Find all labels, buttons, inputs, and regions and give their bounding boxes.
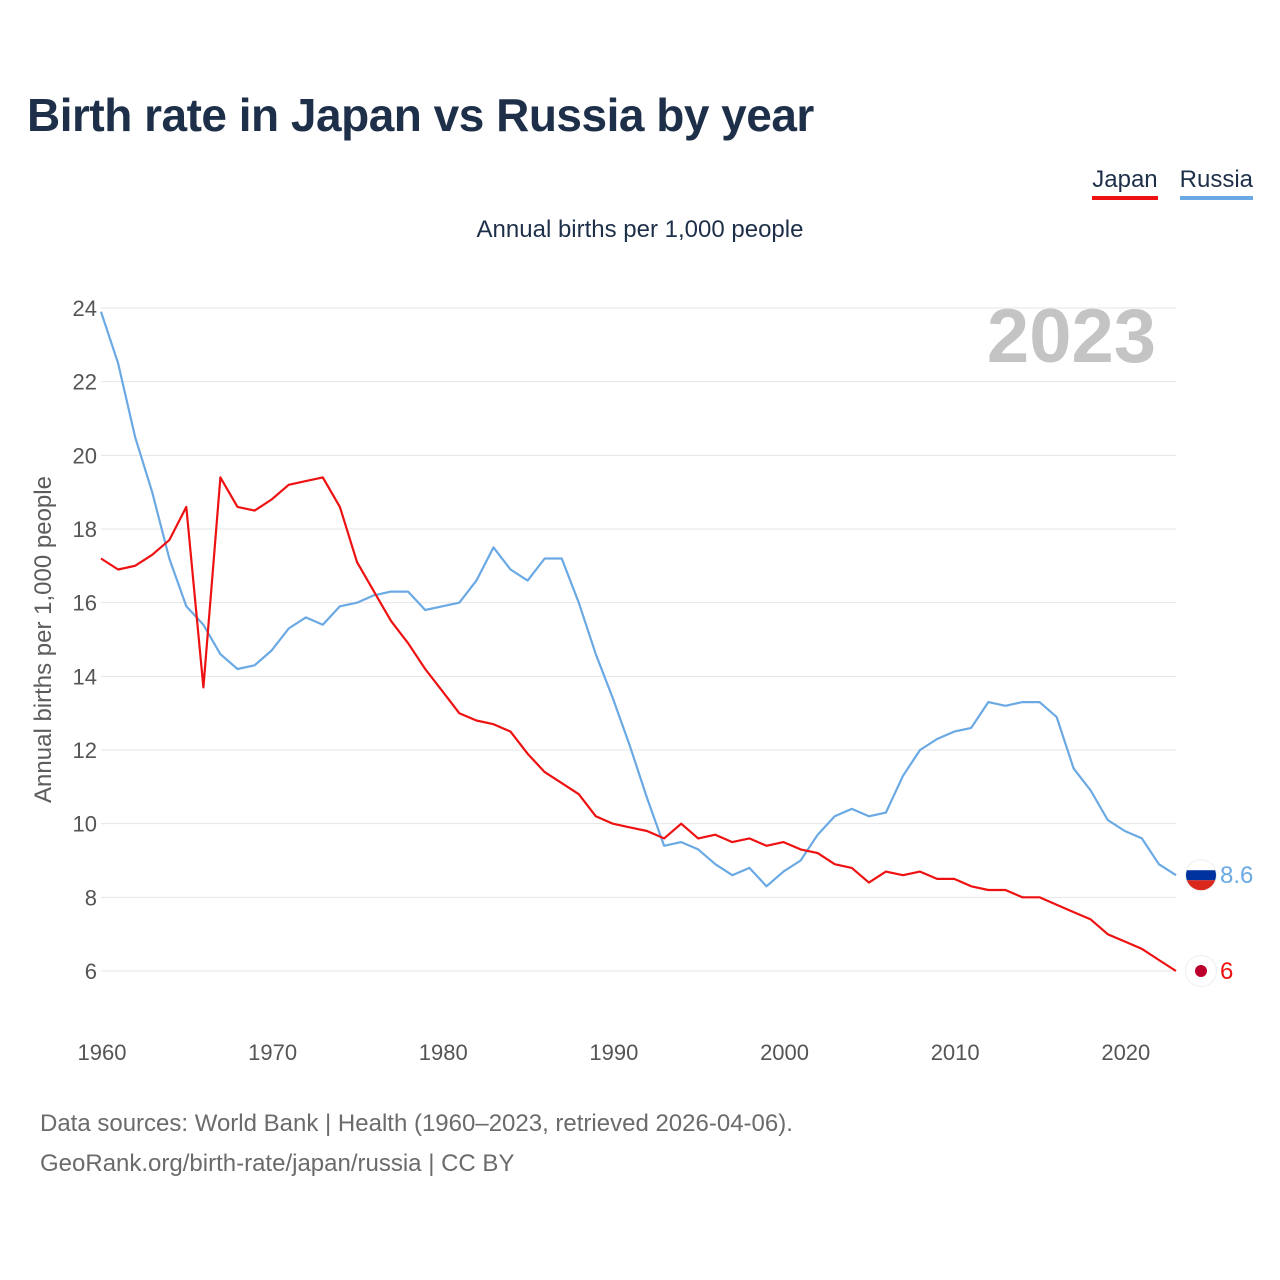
end-markers: 68.6 <box>1185 859 1253 987</box>
x-tick-1970: 1970 <box>248 1040 297 1065</box>
series-line-russia <box>99 311 1177 888</box>
credit-link[interactable]: GeoRank.org/birth-rate/japan/russia | CC… <box>40 1150 515 1177</box>
chart-subtitle: Annual births per 1,000 people <box>476 216 804 243</box>
y-tick-16: 16 <box>73 591 97 616</box>
y-tick-6: 6 <box>85 959 97 984</box>
line-chart: 6 8 10 12 14 16 18 20 22 24 1960 1970 1980 1990 2000 2… <box>30 294 1253 1065</box>
year-watermark: 2023 <box>987 294 1156 379</box>
x-tick-2010: 2010 <box>931 1040 980 1065</box>
gridlines <box>101 307 1176 972</box>
x-tick-1960: 1960 <box>78 1040 127 1065</box>
end-marker-japan: 6 <box>1185 955 1233 987</box>
y-tick-10: 10 <box>73 812 97 837</box>
x-tick-2020: 2020 <box>1101 1040 1150 1065</box>
y-tick-14: 14 <box>73 664 97 689</box>
end-label-japan: 6 <box>1220 958 1233 985</box>
end-label-russia: 8.6 <box>1220 862 1253 889</box>
y-tick-12: 12 <box>73 738 97 763</box>
chart-title: Birth rate in Japan vs Russia by year <box>27 89 814 141</box>
legend-item-russia[interactable]: Russia <box>1179 166 1253 200</box>
footer: Data sources: World Bank | Health (1960–… <box>40 1104 793 1184</box>
y-tick-20: 20 <box>73 443 97 468</box>
legend-item-japan[interactable]: Japan <box>1092 166 1158 200</box>
x-tick-1990: 1990 <box>589 1040 638 1065</box>
legend: Japan Russia <box>1092 166 1253 200</box>
y-tick-labels: 6 8 10 12 14 16 18 20 22 24 <box>73 296 97 984</box>
x-tick-2000: 2000 <box>760 1040 809 1065</box>
russia-flag-icon <box>1186 860 1216 891</box>
x-tick-labels: 1960 1970 1980 1990 2000 2010 2020 <box>78 1040 1151 1065</box>
y-tick-24: 24 <box>73 296 97 321</box>
y-axis-label: Annual births per 1,000 people <box>30 476 57 803</box>
y-tick-8: 8 <box>85 885 97 910</box>
series-line-japan <box>100 476 1177 972</box>
y-tick-18: 18 <box>73 517 97 542</box>
end-marker-russia: 8.6 <box>1185 859 1253 892</box>
data-sources: Data sources: World Bank | Health (1960–… <box>40 1110 793 1137</box>
x-tick-1980: 1980 <box>419 1040 468 1065</box>
japan-flag-icon <box>1186 956 1216 986</box>
y-tick-22: 22 <box>73 370 97 395</box>
series-lines <box>99 311 1177 972</box>
